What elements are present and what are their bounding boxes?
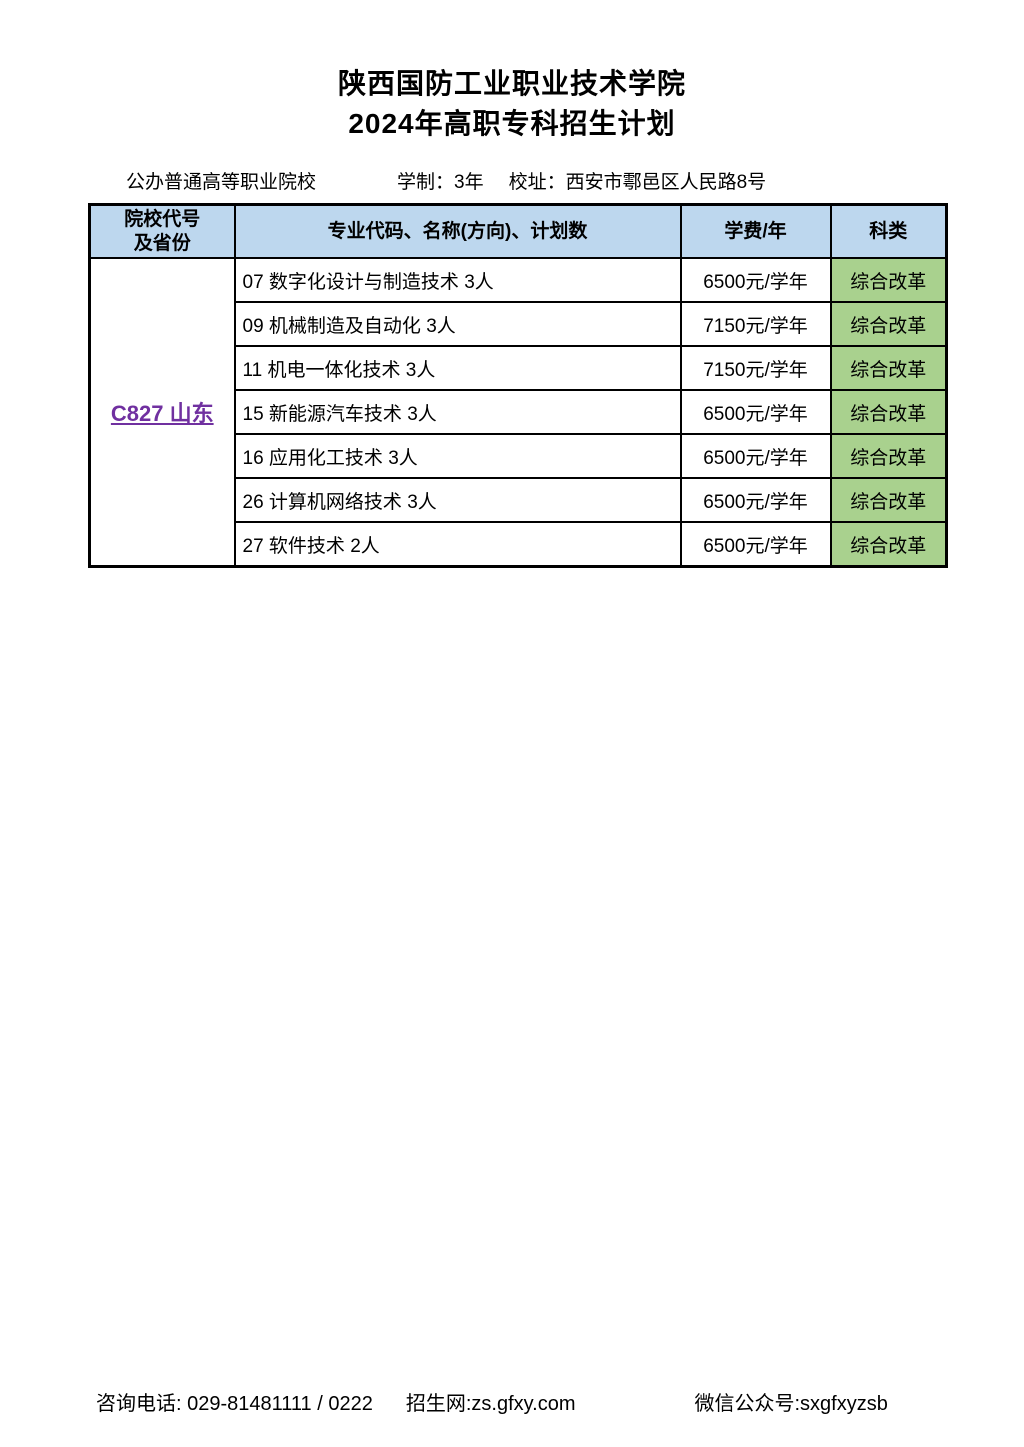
category-cell: 综合改革 — [829, 477, 948, 523]
school-address-text: 校址：西安市鄠邑区人民路8号 — [508, 172, 767, 193]
college-code-cell: C827 山东 — [88, 257, 236, 568]
table-body: C827 山东 07 数字化设计与制造技术 3人 6500元/学年 综合改革 09 机械… — [88, 257, 948, 568]
tuition-cell: 7150元/学年 — [679, 345, 832, 391]
major-cell: 16 应用化工技术 3人 — [233, 433, 682, 479]
table-row: 27 软件技术 2人 6500元/学年 综合改革 — [90, 521, 948, 568]
tuition-cell: 6500元/学年 — [679, 389, 832, 435]
major-cell: 15 新能源汽车技术 3人 — [233, 389, 682, 435]
tuition-cell: 6500元/学年 — [679, 521, 832, 568]
header-college-code: 院校代号 及省份 — [88, 203, 236, 259]
major-cell: 27 软件技术 2人 — [233, 521, 682, 568]
tuition-cell: 7150元/学年 — [679, 301, 832, 347]
major-cell: 07 数字化设计与制造技术 3人 — [233, 257, 682, 303]
table-row: 16 应用化工技术 3人 6500元/学年 综合改革 — [90, 433, 948, 479]
college-code-link[interactable]: C827 山东 — [110, 401, 214, 426]
school-info-line: 公办普通高等职业院校 学制：3年 校址：西安市鄠邑区人民路8号 — [126, 171, 766, 194]
admission-plan-table: 院校代号 及省份 专业代码、名称(方向)、计划数 学费/年 科类 C827 山东… — [88, 203, 948, 568]
category-cell: 综合改革 — [829, 345, 948, 391]
category-cell: 综合改革 — [829, 257, 948, 303]
header-tuition: 学费/年 — [679, 203, 832, 259]
table-row: 26 计算机网络技术 3人 6500元/学年 综合改革 — [90, 477, 948, 523]
table-row: 09 机械制造及自动化 3人 7150元/学年 综合改革 — [90, 301, 948, 347]
header-college-code-line1: 院校代号 — [124, 208, 201, 230]
title-block: 陕西国防工业职业技术学院 2024年高职专科招生计划 — [0, 64, 1024, 144]
footer-phone-text: 咨询电话: 029-81481111 / 0222 — [96, 1393, 373, 1415]
category-cell: 综合改革 — [829, 301, 948, 347]
table-row: 11 机电一体化技术 3人 7150元/学年 综合改革 — [90, 345, 948, 391]
footer-contact-line: 咨询电话: 029-81481111 / 0222 招生网:zs.gfxy.com… — [96, 1392, 888, 1416]
header-college-code-line2: 及省份 — [133, 232, 191, 254]
table-row: 15 新能源汽车技术 3人 6500元/学年 综合改革 — [90, 389, 948, 435]
major-cell: 09 机械制造及自动化 3人 — [233, 301, 682, 347]
header-major: 专业代码、名称(方向)、计划数 — [233, 203, 682, 259]
header-category: 科类 — [829, 203, 948, 259]
major-cell: 11 机电一体化技术 3人 — [233, 345, 682, 391]
tuition-cell: 6500元/学年 — [679, 257, 832, 303]
category-cell: 综合改革 — [829, 389, 948, 435]
tuition-cell: 6500元/学年 — [679, 477, 832, 523]
table-header-row: 院校代号 及省份 专业代码、名称(方向)、计划数 学费/年 科类 — [88, 203, 948, 259]
major-cell: 26 计算机网络技术 3人 — [233, 477, 682, 523]
tuition-cell: 6500元/学年 — [679, 433, 832, 479]
page-subtitle: 2024年高职专科招生计划 — [348, 108, 676, 139]
school-duration-text: 学制：3年 — [397, 172, 484, 193]
table-row: C827 山东 07 数字化设计与制造技术 3人 6500元/学年 综合改革 — [88, 257, 948, 568]
footer-wechat-text: 微信公众号:sxgfxyzsb — [694, 1393, 888, 1415]
page-title: 陕西国防工业职业技术学院 — [337, 68, 686, 99]
school-type-text: 公办普通高等职业院校 — [126, 172, 317, 193]
category-cell: 综合改革 — [829, 433, 948, 479]
footer-website-text: 招生网:zs.gfxy.com — [405, 1393, 576, 1415]
category-cell: 综合改革 — [829, 521, 948, 568]
